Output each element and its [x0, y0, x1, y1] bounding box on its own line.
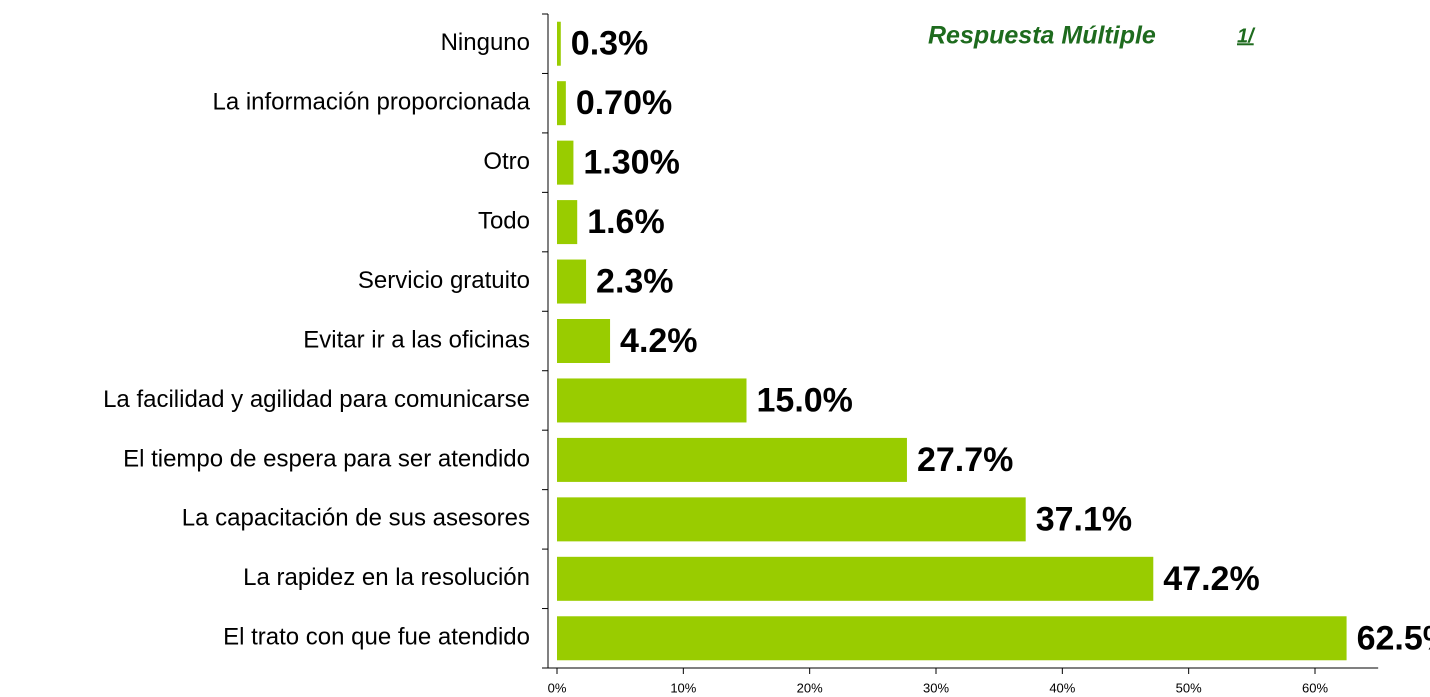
value-label: 2.3%: [596, 263, 674, 301]
bar: [557, 437, 907, 482]
value-label: 62.5%: [1357, 619, 1430, 657]
bar: [557, 21, 561, 66]
value-label: 1.6%: [587, 203, 665, 241]
value-label: 4.2%: [620, 322, 698, 360]
bar: [557, 378, 747, 423]
bar: [557, 259, 587, 304]
bar: [557, 616, 1347, 661]
category-label: Evitar ir a las oficinas: [303, 326, 530, 353]
annotation-note: 1/: [1237, 25, 1256, 47]
bar: [557, 81, 566, 126]
x-tick-label: 40%: [1049, 680, 1075, 695]
x-tick-label: 50%: [1176, 680, 1202, 695]
category-label: La información proporcionada: [212, 89, 530, 116]
bar: [557, 140, 574, 185]
bar: [557, 319, 611, 363]
value-label: 37.1%: [1036, 500, 1132, 538]
value-label: 0.3%: [571, 25, 649, 63]
category-label: La rapidez en la resolución: [243, 564, 530, 591]
value-label: 27.7%: [917, 441, 1013, 479]
x-tick-label: 10%: [670, 680, 696, 695]
bar: [557, 497, 1026, 542]
x-tick-label: 60%: [1302, 680, 1328, 695]
category-label: La capacitación de sus asesores: [182, 505, 530, 532]
category-label: Todo: [478, 207, 530, 234]
category-label: Ninguno: [441, 29, 530, 56]
category-label: Otro: [483, 148, 530, 175]
value-label: 0.70%: [576, 84, 672, 122]
bar: [557, 200, 578, 245]
value-label: 15.0%: [757, 381, 853, 419]
annotation: Respuesta Múltiple: [928, 22, 1156, 50]
category-label: El tiempo de espera para ser atendido: [123, 445, 530, 472]
value-label: 47.2%: [1163, 560, 1259, 598]
category-label: Servicio gratuito: [358, 267, 530, 294]
category-label: La facilidad y agilidad para comunicarse: [103, 386, 530, 413]
x-tick-label: 20%: [797, 680, 823, 695]
value-label: 1.30%: [583, 144, 679, 182]
x-tick-label: 30%: [923, 680, 949, 695]
category-label: El trato con que fue atendido: [223, 624, 530, 651]
bar: [557, 556, 1154, 601]
x-tick-label: 0%: [548, 680, 567, 695]
